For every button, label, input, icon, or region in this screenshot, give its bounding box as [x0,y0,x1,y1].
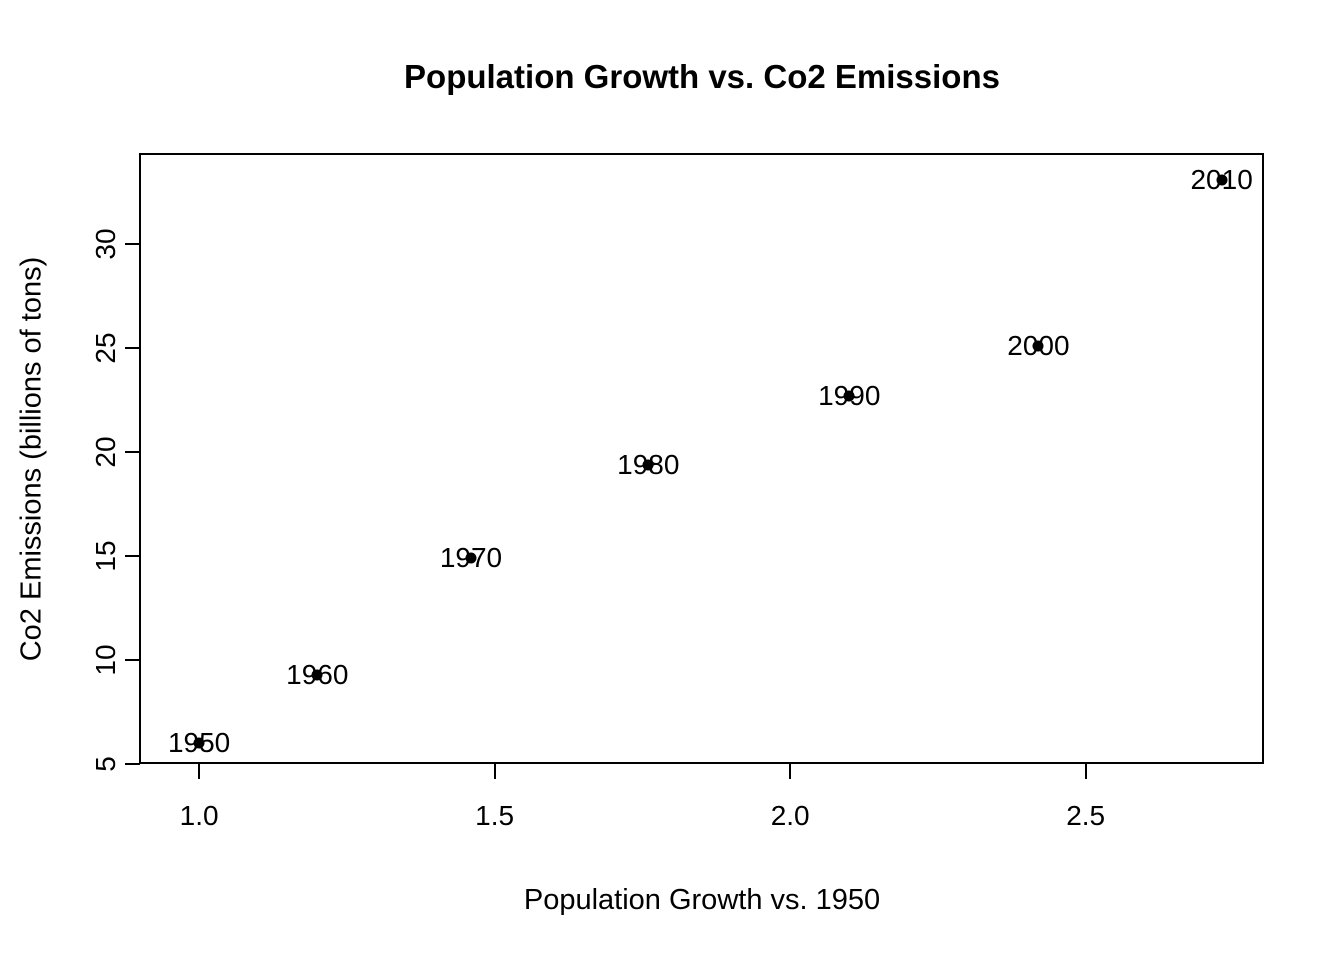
y-tick-mark [125,763,140,765]
y-tick-mark [125,347,140,350]
y-tick-label: 20 [90,436,121,468]
y-tick-label: 15 [90,540,121,572]
plot-area [139,153,1264,764]
y-tick-label: 10 [90,644,121,676]
y-tick-mark [125,659,140,662]
data-point [193,737,205,749]
data-point [1032,340,1044,352]
y-tick-label: 5 [90,756,121,772]
y-tick-label: 25 [90,332,121,364]
y-tick-mark [125,243,140,246]
y-tick-mark [125,451,140,454]
x-tick-mark [1084,764,1087,779]
x-tick-label: 1.5 [475,800,515,831]
x-tick-label: 2.0 [770,800,810,831]
x-tick-label: 1.0 [179,800,219,831]
data-point-label: 1970 [439,542,503,574]
x-tick-mark [493,764,496,779]
y-tick-label: 30 [90,228,121,260]
chart-title: Population Growth vs. Co2 Emissions [404,58,1000,95]
data-point [642,459,654,471]
x-axis-label: Population Growth vs. 1950 [523,884,881,916]
y-axis-label: Co2 Emissions (billions of tons) [15,256,48,662]
data-point-label: 1960 [286,658,349,690]
data-point [1216,174,1228,186]
data-point-label: 1980 [617,448,680,480]
data-point-label: 1950 [167,727,231,759]
x-tick-mark [198,764,201,779]
y-tick-mark [125,555,140,558]
x-tick-mark [789,764,792,779]
data-point-label: 2000 [1007,330,1070,362]
data-point-label: 2010 [1190,163,1253,195]
data-point [843,390,855,402]
data-point [311,669,323,681]
x-tick-label: 2.5 [1066,800,1106,831]
data-point [465,552,477,564]
data-point-label: 1990 [818,380,881,412]
